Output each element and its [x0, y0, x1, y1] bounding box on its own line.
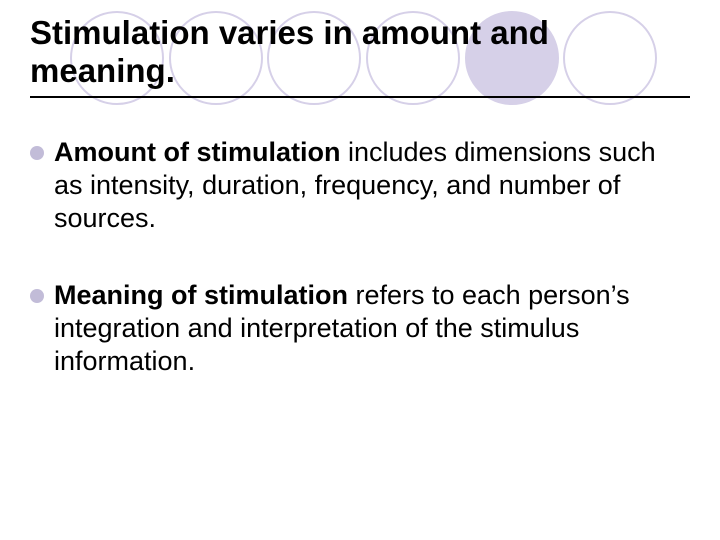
bullet-item: Amount of stimulation includes dimension… [30, 136, 690, 235]
bullet-lead: Meaning of stimulation [54, 280, 348, 310]
slide-content: Stimulation varies in amount and meaning… [0, 0, 720, 378]
bullet-lead: Amount of stimulation [54, 137, 340, 167]
bullet-list: Amount of stimulation includes dimension… [30, 136, 690, 378]
bullet-dot-icon [30, 289, 44, 303]
bullet-item: Meaning of stimulation refers to each pe… [30, 279, 690, 378]
bullet-dot-icon [30, 146, 44, 160]
slide-title: Stimulation varies in amount and meaning… [30, 14, 690, 98]
bullet-text: Amount of stimulation includes dimension… [54, 136, 690, 235]
bullet-text: Meaning of stimulation refers to each pe… [54, 279, 690, 378]
